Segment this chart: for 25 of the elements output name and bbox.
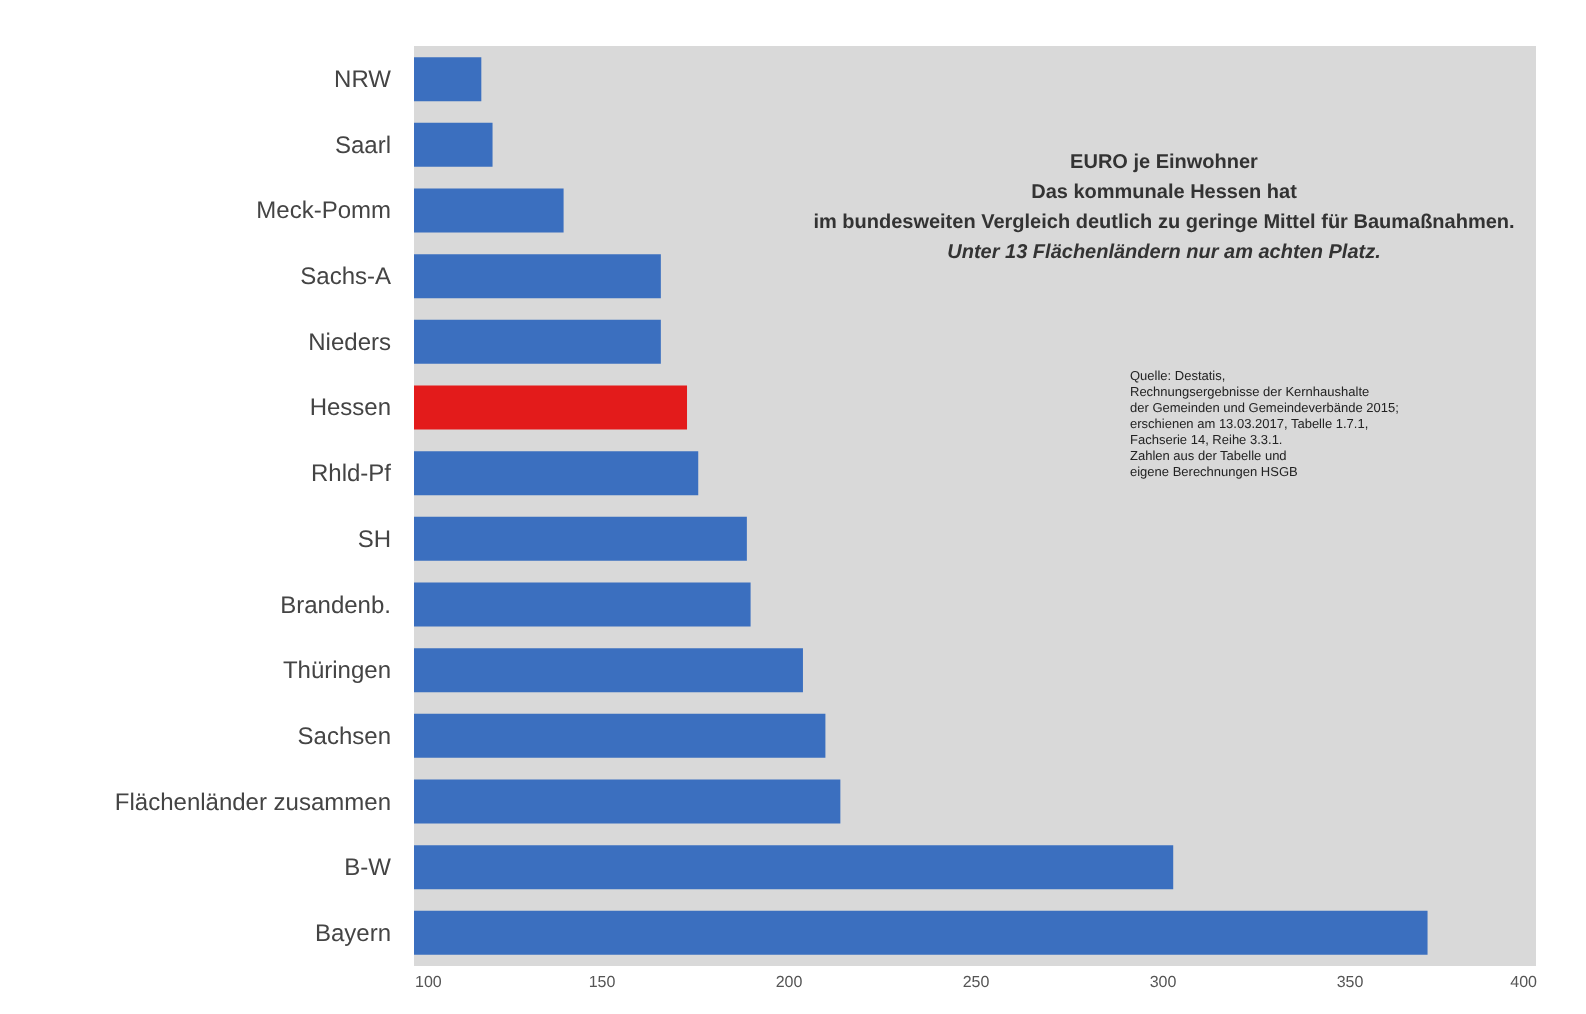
y-tick-label: Thüringen (282, 656, 391, 685)
y-tick-label: Saarl (334, 130, 391, 159)
x-tick-label: 350 (1336, 973, 1365, 991)
y-tick-label: Rhld-Pf (310, 459, 393, 488)
y-tick-label: SH (357, 524, 391, 553)
y-tick-label: Sachs-A (300, 262, 391, 291)
text: Das kommunale Hessen hat (1031, 182, 1299, 204)
y-tick-label: Hessen (309, 393, 391, 422)
annotation: im bundesweiten Vergleich deutlich zu geringe Mittel für Baumaßnahmen. (813, 212, 1516, 234)
x-tick-label: 150 (588, 973, 617, 991)
x-tick-label: 200 (775, 973, 804, 991)
y-tick-label: NRW (334, 65, 393, 94)
x-tick-label: 300 (1149, 973, 1178, 991)
y-tick-label: Nieders (308, 327, 391, 356)
y-tick-label: Sachsen (297, 721, 391, 750)
y-tick-label: Flächenländer zusammen (114, 787, 391, 816)
x-tick-label: 100 (415, 973, 443, 991)
x-tick-label: 250 (962, 973, 991, 991)
y-tick-label: Meck-Pomm (256, 196, 391, 225)
y-tick-label: Brandenb. (280, 590, 391, 619)
y-tick-label: B-W (344, 853, 393, 882)
text: EURO je Einwohner (1070, 152, 1259, 174)
x-tick-label: 400 (1510, 973, 1539, 991)
y-tick-label: Bayern (314, 918, 391, 947)
annotation: Unter 13 Flächenländern nur am achten Platz. (947, 242, 1381, 264)
